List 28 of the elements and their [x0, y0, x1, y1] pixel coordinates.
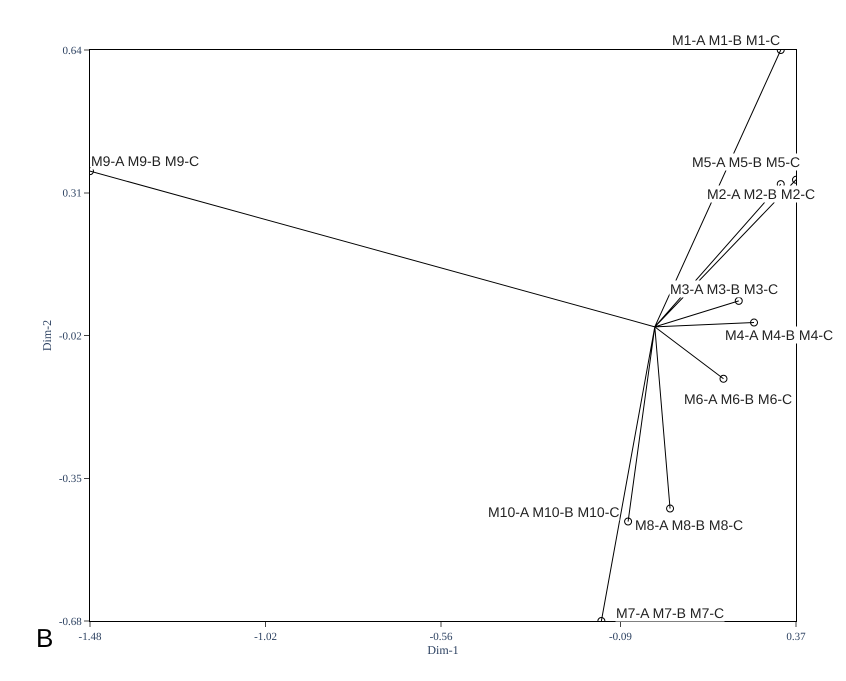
- annotation: M2-A M2-B M2-C: [707, 186, 816, 202]
- annotation: M9-A M9-B M9-C: [91, 153, 200, 169]
- text: B: [36, 623, 54, 653]
- x-tick-label: -1.48: [78, 631, 102, 644]
- x-tick-label: -0.56: [430, 631, 454, 644]
- y-tick-label: 0.64: [62, 44, 82, 57]
- y-tick-label: 0.31: [62, 188, 82, 200]
- x-tick-label: -1.02: [254, 631, 278, 644]
- annotation: M10-A M10-B M10-C: [488, 504, 620, 520]
- annotation: M7-A M7-B M7-C: [616, 605, 724, 621]
- point: [666, 504, 674, 513]
- y-tick-label: -0.68: [58, 616, 82, 628]
- x-tick-label: -0.09: [608, 631, 632, 644]
- annotation: M3-A M3-B M3-C: [670, 281, 778, 297]
- point: [719, 374, 728, 383]
- y-tick-label: -0.02: [58, 330, 82, 342]
- point: [750, 318, 758, 327]
- y-axis-title: Dim-2: [40, 320, 54, 352]
- annotation: M6-A M6-B M6-C: [684, 391, 792, 407]
- annotation: M5-A M5-B M5-C: [692, 154, 800, 170]
- annotation: M4-A M4-B M4-C: [725, 327, 834, 343]
- y-tick-label: -0.35: [58, 473, 82, 486]
- point: [734, 296, 743, 305]
- point: [624, 518, 632, 526]
- x-tick-label: 0.37: [786, 631, 806, 644]
- annotation: M1-A M1-B M1-C: [672, 32, 780, 48]
- x-axis-title: Dim-1: [427, 643, 459, 658]
- annotation: M8-A M8-B M8-C: [635, 517, 744, 533]
